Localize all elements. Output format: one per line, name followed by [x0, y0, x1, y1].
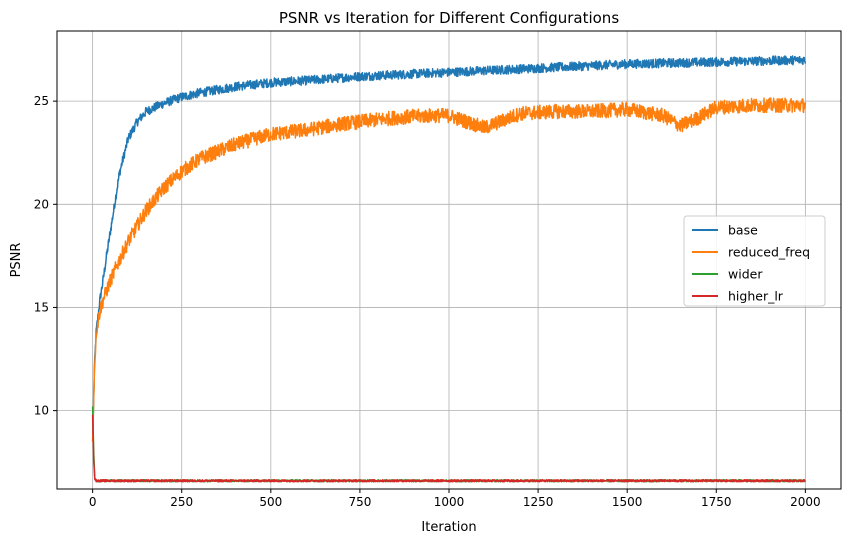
y-tick-label: 10 [34, 404, 49, 418]
series-line-base [91, 55, 807, 442]
series-line-reduced-freq [91, 97, 807, 442]
series-lines [91, 55, 807, 483]
x-tick-label: 1000 [434, 495, 465, 509]
series-line-higher-lr [91, 414, 806, 483]
legend-label: reduced_freq [728, 245, 810, 260]
x-tick-label: 750 [348, 495, 371, 509]
y-tick-label: 15 [34, 300, 49, 314]
legend-label: base [728, 223, 758, 238]
x-tick-label: 2000 [790, 495, 821, 509]
legend-box [683, 215, 826, 307]
x-tick-label: 1750 [701, 495, 732, 509]
x-tick-label: 500 [259, 495, 282, 509]
x-tick-label: 250 [170, 495, 193, 509]
x-axis-ticks: 0 250 500 750 1000 1250 1500 1750 2000 [89, 489, 821, 509]
y-tick-label: 25 [34, 94, 49, 108]
x-axis-label: Iteration [421, 520, 476, 535]
y-axis-label: PSNR [9, 243, 24, 278]
y-axis-ticks: 10 15 20 25 [34, 94, 57, 418]
chart-title: PSNR vs Iteration for Different Configur… [279, 9, 619, 27]
x-tick-label: 1500 [612, 495, 643, 509]
legend-label: wider [728, 267, 763, 282]
x-tick-label: 1250 [523, 495, 554, 509]
legend-label: higher_lr [728, 289, 784, 304]
y-tick-label: 20 [34, 197, 49, 211]
x-tick-label: 0 [89, 495, 97, 509]
